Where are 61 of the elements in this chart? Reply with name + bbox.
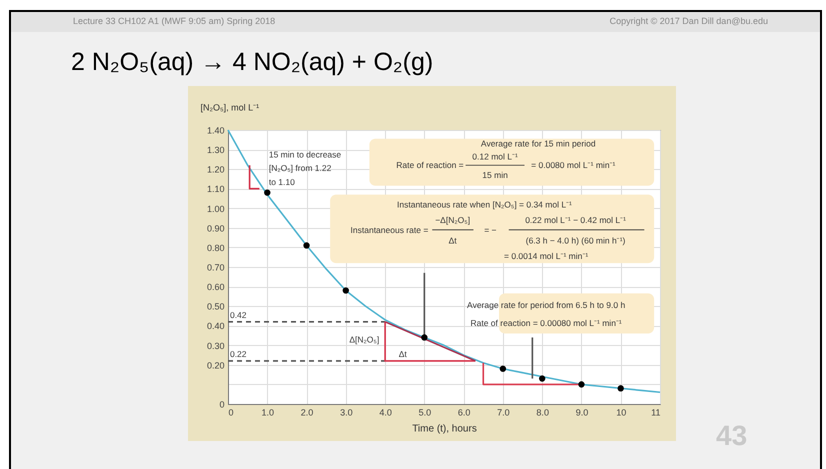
y-tick-label: 0.50 — [206, 302, 224, 312]
annotation: Instantaneous rate = — [350, 224, 428, 235]
annotation: = 0.0080 mol L⁻¹ min⁻¹ — [531, 160, 616, 170]
y-tick-label: 0.30 — [206, 340, 224, 351]
x-tick-label: 5.0 — [418, 408, 432, 418]
annotation: 15 min — [482, 170, 508, 180]
point — [342, 287, 349, 294]
point — [578, 381, 585, 388]
annotation: Rate of reaction = 0.00080 mol L⁻¹ min⁻¹ — [470, 318, 622, 328]
annotation: 0.22 — [230, 349, 247, 360]
annotation: = 0.0014 mol L⁻¹ min⁻¹ — [504, 251, 588, 262]
y-tick-label: 0.60 — [206, 282, 224, 292]
annotation: Δt — [448, 236, 458, 246]
text: Lecture 33 CH102 A1 (MWF 9:05 am) Spring 2018 — [73, 16, 276, 26]
annotation: Rate of reaction = — [396, 160, 464, 170]
point — [539, 375, 546, 382]
annotation: Average rate for 15 min period — [480, 138, 596, 149]
annotation: Δt — [398, 349, 408, 360]
annotation: = − — [484, 224, 497, 235]
annotation: 0.12 mol L⁻¹ — [472, 151, 518, 162]
annotation: 0.42 — [230, 310, 247, 320]
y-tick-label: 0.40 — [206, 321, 224, 332]
annotation: (6.3 h − 4.0 h) (60 min h⁻¹) — [526, 236, 626, 246]
annotation: 0.22 mol L⁻¹ − 0.42 mol L⁻¹ — [525, 215, 626, 226]
point — [618, 385, 624, 392]
text: Copyright © 2017 Dan Dill dan@bu.edu — [610, 16, 768, 26]
y-tick-label: 0.80 — [206, 242, 224, 253]
x-tick-label: 10 — [616, 408, 626, 418]
y-tick-label: 1.20 — [206, 164, 224, 175]
x-tick-label: 8.0 — [536, 408, 549, 418]
annotation: Average rate for period from 6.5 h to 9.0 h — [467, 300, 626, 310]
x-tick-label: 6.0 — [458, 408, 470, 418]
point — [264, 189, 270, 196]
annotation: 15 min to decrease — [268, 149, 342, 160]
annotation: Instantaneous rate when [N₂O₅] = 0.34 mol L⁻¹ — [397, 199, 572, 210]
y-tick-label: 0.90 — [206, 223, 224, 234]
y-tick-label: 0 — [219, 400, 224, 410]
point — [421, 334, 428, 341]
y-tick-label: 1.00 — [206, 204, 224, 214]
annotation: −Δ[N₂O₅] — [435, 215, 470, 226]
y-axis-title: [N₂O₅], mol L⁻¹ — [200, 102, 260, 112]
x-tick-label: 2.0 — [300, 408, 314, 418]
x-axis-title: Time (t), hours — [412, 424, 477, 434]
annotation: [N₂O₅] from 1.22 — [268, 163, 332, 174]
y-tick-label: 1.30 — [206, 145, 224, 156]
y-tick-label: 1.40 — [206, 126, 224, 136]
x-tick-label: 11 — [651, 408, 660, 418]
x-tick-label: 9.0 — [576, 408, 588, 418]
annotation: Δ[N₂O₅] — [349, 334, 380, 344]
x-tick-label: 4.0 — [379, 408, 392, 418]
chart-title: 2 N₂O₅(aq) → 4 NO₂(aq) + O₂(g) — [71, 48, 434, 77]
y-tick-label: 0.70 — [206, 262, 224, 272]
y-tick-label: 1.10 — [206, 184, 224, 194]
x-tick-label: 0 — [228, 408, 234, 418]
y-tick-label: 0.20 — [206, 360, 224, 370]
x-tick-label: 7.0 — [497, 408, 510, 418]
x-tick-label: 3.0 — [340, 408, 353, 418]
point — [303, 242, 310, 249]
point — [500, 366, 506, 372]
annotation: to 1.10 — [268, 176, 296, 187]
x-tick-label: 1.0 — [262, 408, 274, 418]
